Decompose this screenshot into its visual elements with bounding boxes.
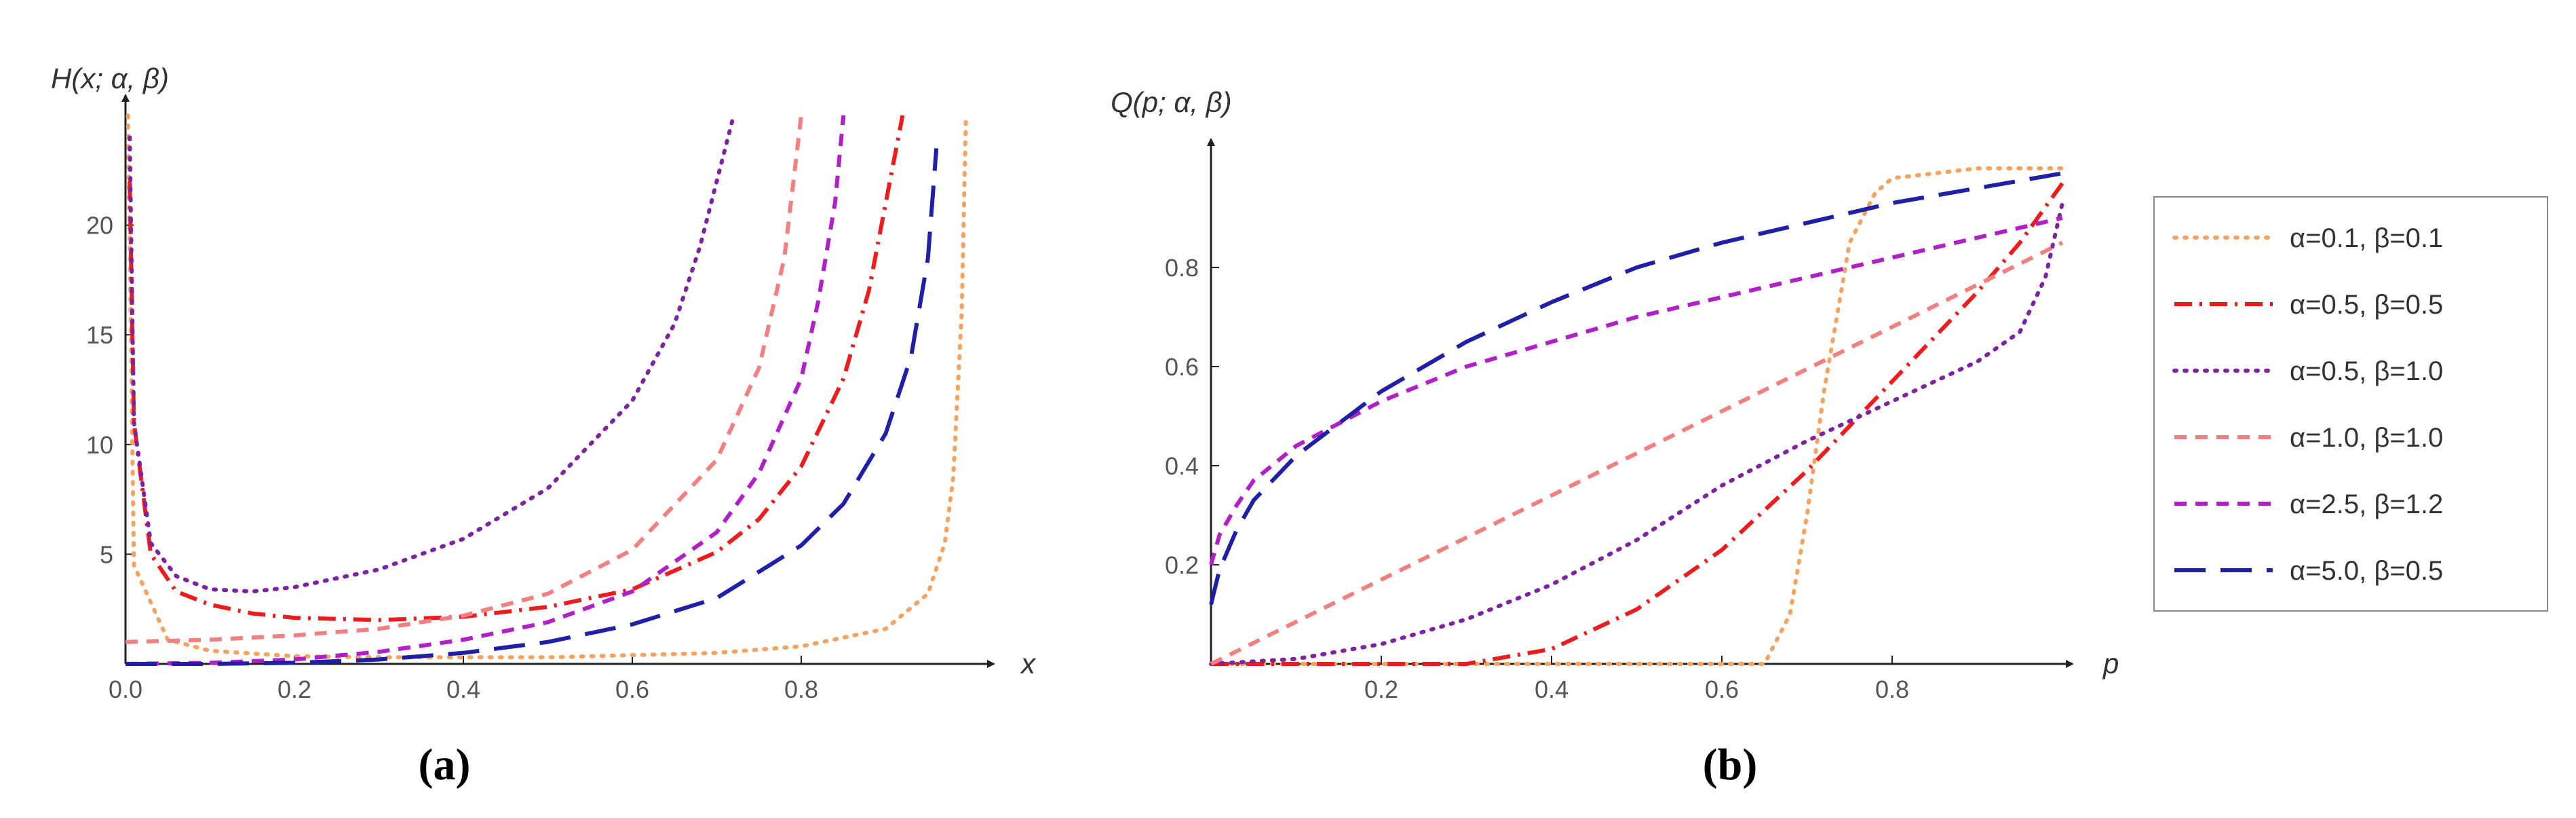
legend-label: α=1.0, β=1.0 (2290, 423, 2443, 453)
panel-a-y-axis-label: H(x; α, β) (51, 62, 169, 94)
panel-b-series-line (1209, 171, 2063, 606)
panel-a-series-line (126, 148, 939, 666)
panel-a-series-line (125, 115, 803, 644)
panel-a-x-tick-label: 0.0 (109, 675, 142, 703)
legend-label: α=0.1, β=0.1 (2290, 223, 2443, 253)
panel-b-y-tick-label: 0.8 (1165, 254, 1199, 282)
panel-a-caption: (a) (419, 740, 471, 789)
panel-a-y-tick-label: 15 (86, 321, 113, 349)
panel-a-x-axis-label: x (1020, 648, 1037, 680)
panel-b-x-tick-label: 0.8 (1875, 675, 1909, 703)
panel-a-x-tick-label: 0.6 (615, 675, 649, 703)
legend-label: α=5.0, β=0.5 (2290, 556, 2443, 586)
panel-b-x-tick-label: 0.6 (1705, 675, 1739, 703)
panel-b-chart: 0.2 0.4 0.6 0.8 0.2 0.4 0.6 0.8 p Q(p; α, β) (b) (1111, 86, 2119, 789)
panel-a-series-line (125, 115, 846, 666)
panel-b-y-tick-label: 0.6 (1165, 353, 1199, 381)
panel-a-y-tick-label: 10 (86, 431, 113, 459)
panel-a-series-line (128, 113, 736, 594)
legend-label: α=0.5, β=0.5 (2290, 290, 2443, 320)
legend-box (2153, 196, 2548, 612)
panel-a-y-tick-label: 5 (100, 540, 113, 568)
panel-a-series-line (128, 115, 905, 622)
legend-label: α=2.5, β=1.2 (2290, 489, 2443, 519)
panel-b-y-tick-label: 0.2 (1165, 551, 1199, 579)
panel-b-series-line (1209, 216, 2063, 565)
panel-b-series-line (1210, 240, 2064, 666)
panel-b-x-axis-label: p (2102, 648, 2119, 680)
panel-a-chart: 0.0 0.2 0.4 0.6 0.8 5 10 15 20 x H(x; α, β) (a) (51, 62, 1037, 789)
panel-b-series-line (1209, 166, 2064, 666)
panel-a-x-tick-label: 0.2 (277, 675, 311, 703)
panel-b-series-line (1209, 201, 2064, 666)
panel-a-y-tick-label: 20 (86, 212, 113, 240)
panel-a-series-line (126, 113, 968, 660)
legend: α=0.1, β=0.1 α=0.5, β=0.5 α=0.5, β=1.0 α=1.… (2153, 196, 2548, 612)
panel-b-x-tick-label: 0.2 (1364, 675, 1398, 703)
panel-b-y-axis-label: Q(p; α, β) (1111, 86, 1232, 118)
panel-b-caption: (b) (1703, 740, 1758, 789)
panel-b-y-tick-label: 0.4 (1165, 452, 1199, 480)
panel-a-x-tick-label: 0.4 (446, 675, 480, 703)
panel-a-x-tick-label: 0.8 (784, 675, 818, 703)
panel-b-x-tick-label: 0.4 (1535, 675, 1569, 703)
legend-label: α=0.5, β=1.0 (2290, 356, 2443, 386)
